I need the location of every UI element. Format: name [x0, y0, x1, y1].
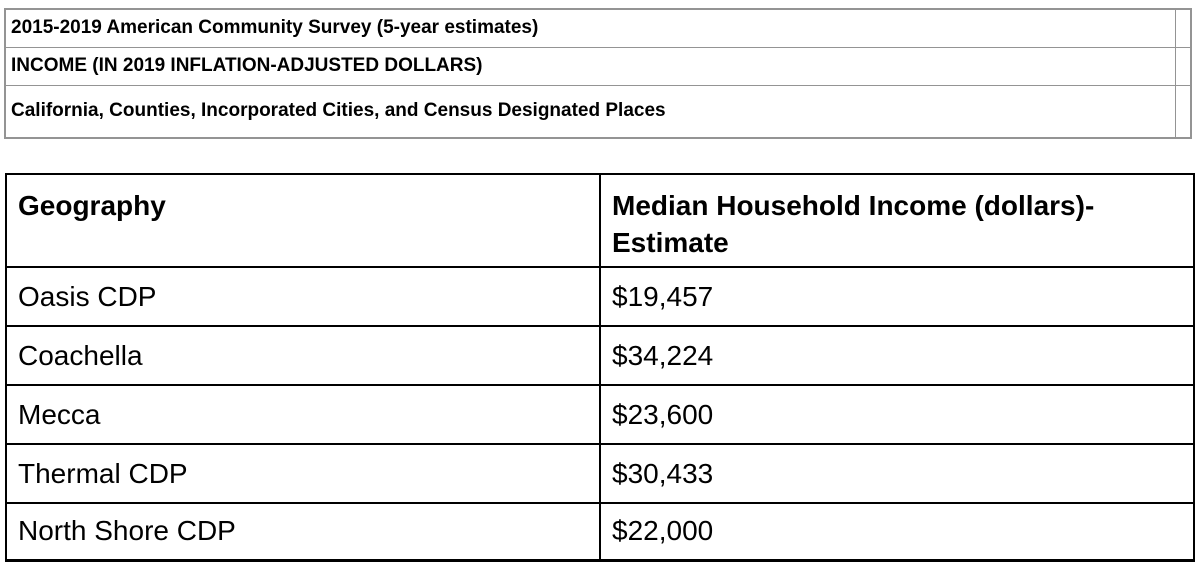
table-row: Coachella $34,224	[5, 325, 1195, 386]
income-cell: $19,457	[599, 266, 1195, 327]
survey-header-block: 2015-2019 American Community Survey (5-y…	[4, 8, 1192, 139]
income-cell: $34,224	[599, 325, 1195, 386]
table-row: INCOME (IN 2019 INFLATION-ADJUSTED DOLLA…	[4, 46, 1192, 86]
table-row: Thermal CDP $30,433	[5, 443, 1195, 504]
income-cell: $30,433	[599, 443, 1195, 504]
geography-scope-cell: California, Counties, Incorporated Citie…	[4, 84, 1176, 139]
table-row: Oasis CDP $19,457	[5, 266, 1195, 327]
column-header-median-income: Median Household Income (dollars)-Estima…	[599, 173, 1195, 268]
income-subject-cell: INCOME (IN 2019 INFLATION-ADJUSTED DOLLA…	[4, 46, 1176, 86]
table-header-row: Geography Median Household Income (dolla…	[5, 173, 1195, 268]
empty-cell	[1174, 8, 1192, 48]
column-header-geography: Geography	[5, 173, 601, 268]
geography-cell: Mecca	[5, 384, 601, 445]
table-row: 2015-2019 American Community Survey (5-y…	[4, 8, 1192, 48]
table-row: North Shore CDP $22,000	[5, 502, 1195, 561]
income-cell: $23,600	[599, 384, 1195, 445]
geography-cell: North Shore CDP	[5, 502, 601, 561]
empty-cell	[1174, 46, 1192, 86]
table-row: California, Counties, Incorporated Citie…	[4, 84, 1192, 139]
geography-cell: Thermal CDP	[5, 443, 601, 504]
income-cell: $22,000	[599, 502, 1195, 561]
geography-cell: Coachella	[5, 325, 601, 386]
table-row: Mecca $23,600	[5, 384, 1195, 445]
survey-title-cell: 2015-2019 American Community Survey (5-y…	[4, 8, 1176, 48]
empty-cell	[1174, 84, 1192, 139]
median-income-table: Geography Median Household Income (dolla…	[5, 173, 1195, 562]
geography-cell: Oasis CDP	[5, 266, 601, 327]
